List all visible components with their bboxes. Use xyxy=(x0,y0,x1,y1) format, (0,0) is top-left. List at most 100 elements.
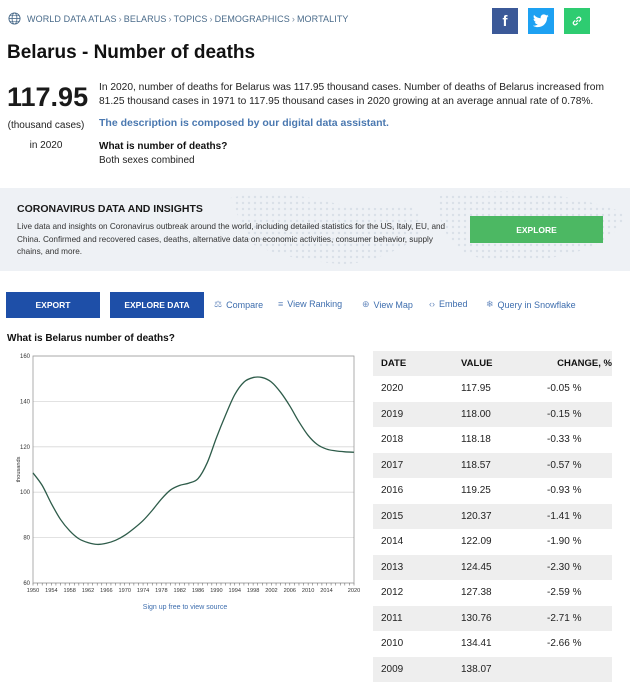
cell-value: 134.41 xyxy=(461,638,492,650)
explore-data-button[interactable]: EXPLORE DATA xyxy=(110,292,204,318)
cell-change: -2.66 % xyxy=(547,638,582,650)
cell-date: 2013 xyxy=(381,561,404,573)
table-row: 2015 120.37 -1.41 % xyxy=(373,503,612,529)
cell-date: 2012 xyxy=(381,587,404,599)
facebook-icon: f xyxy=(502,12,508,30)
table-row: 2009 138.07 xyxy=(373,656,612,683)
cell-change: -0.33 % xyxy=(547,434,582,446)
page-title: Belarus - Number of deaths xyxy=(7,42,256,63)
assistant-note: The description is composed by our digit… xyxy=(99,117,389,129)
cell-change: -2.30 % xyxy=(547,561,582,573)
compare-link[interactable]: ⚖ Compare xyxy=(214,299,263,310)
headline-unit: (thousand cases) xyxy=(7,120,85,131)
breadcrumb-belarus[interactable]: BELARUS xyxy=(123,13,167,24)
summary-description: In 2020, number of deaths for Belarus wa… xyxy=(99,82,604,107)
data-table: DATE VALUE CHANGE, % 2020 117.95 -0.05 % 20… xyxy=(373,351,612,682)
x-tick-label: 1970 xyxy=(118,588,130,594)
plot-frame xyxy=(32,355,355,584)
cell-change: -1.90 % xyxy=(547,536,582,548)
view-map-link[interactable]: ⊕ View Map xyxy=(362,299,413,310)
breadcrumb-mortality[interactable]: MORTALITY xyxy=(296,13,349,24)
query-snowflake-link[interactable]: ❄ Query in Snowflake xyxy=(486,299,576,310)
breadcrumb-demographics[interactable]: DEMOGRAPHICS xyxy=(214,13,290,24)
cell-change: -2.59 % xyxy=(547,587,582,599)
view-map-label: View Map xyxy=(373,299,413,310)
world-map-pattern xyxy=(230,191,626,264)
y-tick-label: 80 xyxy=(23,536,30,542)
series-line xyxy=(32,376,355,546)
cell-value: 118.18 xyxy=(461,434,491,446)
x-tick-label: 2002 xyxy=(265,588,277,594)
breadcrumb-separator: › xyxy=(118,13,122,24)
cell-date: 2017 xyxy=(381,459,404,471)
table-row: 2013 124.45 -2.30 % xyxy=(373,554,612,580)
x-tick-label: 1994 xyxy=(229,588,241,594)
link-icon xyxy=(572,16,582,26)
deaths-line-chart: 60 80 100 120 140 160 1950 1954 1958 1962 1966 1970… xyxy=(16,354,360,594)
table-row: 2017 118.57 -0.57 % xyxy=(373,452,612,478)
twitter-share-button[interactable] xyxy=(528,8,554,34)
query-snowflake-label: Query in Snowflake xyxy=(497,299,576,310)
cell-value: 138.07 xyxy=(461,663,492,675)
cell-date: 2011 xyxy=(381,612,403,624)
chart-title: What is Belarus number of deaths? xyxy=(7,333,175,344)
cell-date: 2009 xyxy=(381,663,404,675)
cell-value: 118.00 xyxy=(461,408,491,420)
breadcrumb-world-data-atlas[interactable]: WORLD DATA ATLAS xyxy=(27,13,117,24)
ranking-icon: ≡ xyxy=(278,299,284,309)
view-ranking-link[interactable]: ≡ View Ranking xyxy=(278,299,342,309)
x-tick-label: 1982 xyxy=(174,588,186,594)
cell-change xyxy=(545,657,612,683)
banner-explore-button[interactable]: EXPLORE xyxy=(470,216,603,243)
x-tick-label: 1966 xyxy=(100,588,112,594)
embed-code-icon: ‹› xyxy=(429,299,435,309)
cell-value: 118.57 xyxy=(461,459,491,471)
compare-label: Compare xyxy=(226,299,264,310)
cell-value: 120.37 xyxy=(461,510,492,522)
x-tick-label: 1954 xyxy=(45,588,57,594)
cell-change: -0.05 % xyxy=(547,383,582,395)
y-tick-label: 160 xyxy=(20,354,31,360)
table-row: 2014 122.09 -1.90 % xyxy=(373,529,612,555)
cell-value: 122.09 xyxy=(461,536,492,548)
view-ranking-label: View Ranking xyxy=(287,299,343,309)
table-row: 2010 134.41 -2.66 % xyxy=(373,631,612,657)
facebook-share-button[interactable]: f xyxy=(492,8,518,34)
cell-date: 2015 xyxy=(381,510,404,522)
signup-source-link[interactable]: Sign up free to view source xyxy=(142,604,228,611)
share-buttons: f xyxy=(492,8,590,34)
headline-value: 117.95 xyxy=(7,82,89,112)
x-tick-label: 2010 xyxy=(302,588,314,594)
map-globe-icon: ⊕ xyxy=(362,299,370,309)
x-tick-label: 2006 xyxy=(284,588,296,594)
breadcrumb-topics[interactable]: TOPICS xyxy=(173,13,208,24)
headline-year: in 2020 xyxy=(29,140,63,151)
column-header-date: DATE xyxy=(381,358,407,369)
cell-value: 130.76 xyxy=(461,612,492,624)
cell-change: -0.57 % xyxy=(547,459,582,471)
cell-date: 2020 xyxy=(381,383,404,395)
banner-text: Live data and insights on Coronavirus ou… xyxy=(17,222,446,256)
cell-date: 2018 xyxy=(381,434,404,446)
x-tick-label: 1990 xyxy=(210,588,222,594)
cell-date: 2014 xyxy=(381,536,404,548)
y-tick-label: 140 xyxy=(20,399,31,405)
embed-label: Embed xyxy=(439,299,468,309)
cell-date: 2016 xyxy=(381,485,404,497)
x-tick-label: 1978 xyxy=(155,588,167,594)
breadcrumb: WORLD DATA ATLAS › BELARUS › TOPICS › DE… xyxy=(8,12,349,25)
export-button[interactable]: EXPORT xyxy=(6,292,100,318)
x-tick-label: 2020 xyxy=(348,588,360,594)
y-tick-label: 120 xyxy=(20,445,31,451)
breadcrumb-separator: › xyxy=(291,13,295,24)
table-row: 2012 127.38 -2.59 % xyxy=(373,580,612,606)
column-header-value: VALUE xyxy=(461,358,493,369)
action-bar: EXPORT EXPLORE DATA ⚖ Compare ≡ View Ran… xyxy=(6,292,626,318)
coronavirus-banner: CORONAVIRUS DATA AND INSIGHTS Live data … xyxy=(0,188,630,271)
table-header-row: DATE VALUE CHANGE, % xyxy=(373,351,612,376)
x-tick-label: 1958 xyxy=(63,588,75,594)
copy-link-button[interactable] xyxy=(564,8,590,34)
table-row: 2020 117.95 -0.05 % xyxy=(373,376,612,402)
embed-link[interactable]: ‹› Embed xyxy=(429,299,468,309)
y-tick-label: 60 xyxy=(23,581,30,587)
